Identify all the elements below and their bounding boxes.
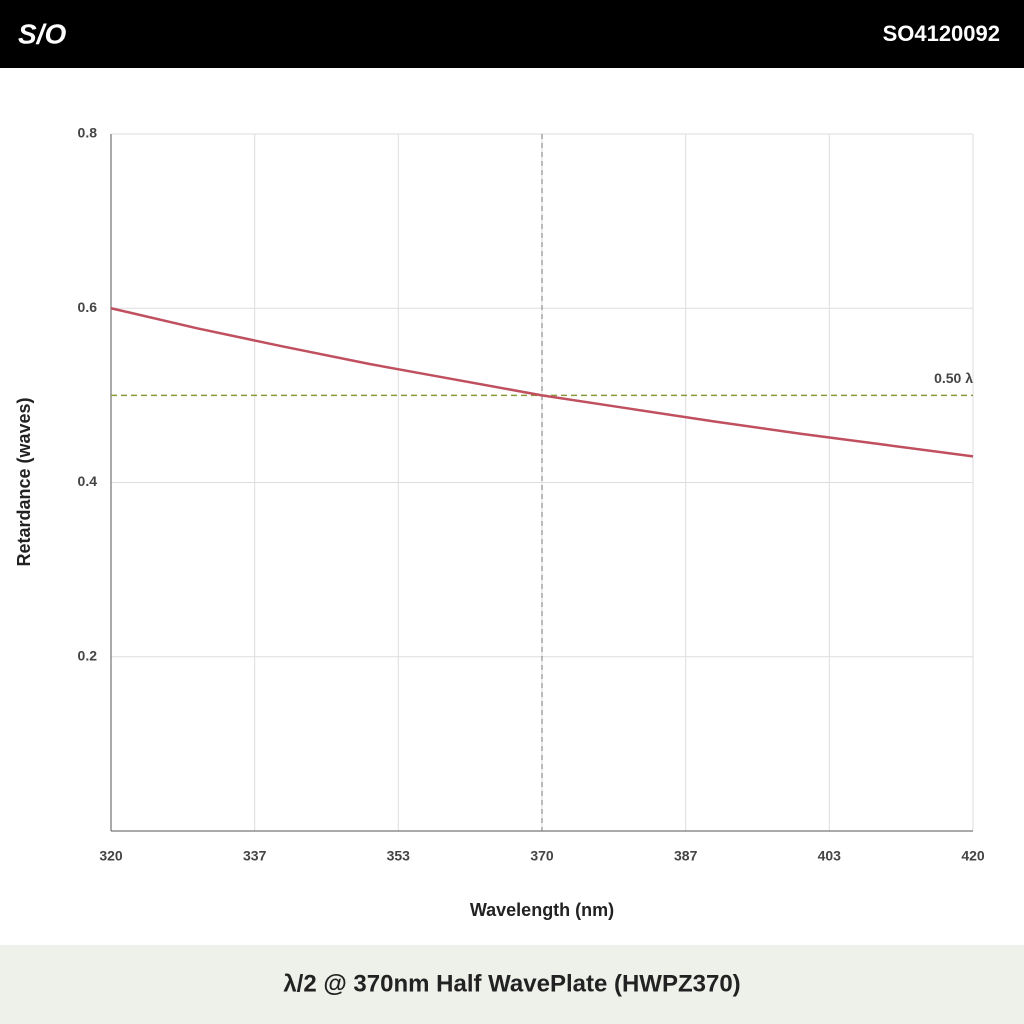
x-tick-label: 320	[99, 848, 123, 864]
y-tick-label: 0.4	[78, 473, 98, 489]
chart-title: λ/2 @ 370nm Half WavePlate (HWPZ370)	[283, 970, 740, 997]
data-line	[110, 307, 974, 458]
x-axis-label: Wavelength (nm)	[470, 900, 614, 920]
reference-label: 0.50 λ	[934, 370, 973, 386]
x-tick-label: 420	[961, 848, 985, 864]
x-tick-label: 337	[243, 848, 267, 864]
logo: S/O	[18, 18, 66, 49]
y-axis-label: Retardance (waves)	[14, 397, 34, 566]
x-tick-label: 353	[387, 848, 411, 864]
y-tick-label: 0.6	[78, 299, 98, 315]
footer-bar	[0, 945, 1024, 1024]
y-tick-label: 0.8	[78, 125, 98, 141]
x-tick-label: 403	[818, 848, 842, 864]
x-tick-label: 370	[530, 848, 554, 864]
product-code: SO4120092	[883, 21, 1000, 46]
x-tick-label: 387	[674, 848, 698, 864]
header-bar	[0, 0, 1024, 68]
y-tick-label: 0.2	[78, 647, 98, 663]
